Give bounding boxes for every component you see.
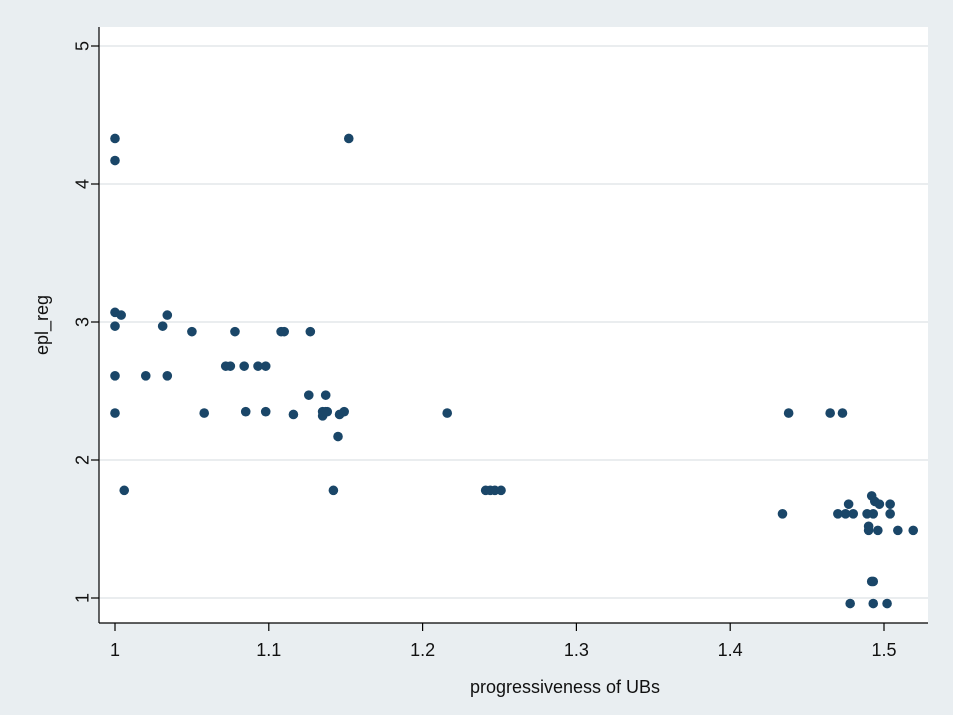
gridlines <box>99 45 928 599</box>
data-point <box>288 409 299 420</box>
x-tick-label: 1.4 <box>718 640 743 660</box>
x-tick-label: 1.5 <box>871 640 896 660</box>
data-point <box>140 371 151 381</box>
data-point <box>908 525 919 536</box>
data-point <box>333 431 343 442</box>
data-point <box>303 390 314 400</box>
data-point <box>110 371 120 381</box>
data-point <box>885 499 895 509</box>
data-point <box>322 406 333 417</box>
data-point <box>339 406 349 417</box>
data-point <box>260 361 271 371</box>
data-point <box>279 326 289 337</box>
data-point <box>874 499 885 509</box>
data-point <box>840 509 851 519</box>
data-point <box>225 361 236 371</box>
data-point <box>833 509 843 519</box>
data-point <box>157 321 168 331</box>
x-axis-ticks: 1 1.1 1.2 1.3 1.4 1.5 <box>110 623 897 660</box>
data-point <box>868 509 879 519</box>
x-tick-label: 1.2 <box>410 640 435 660</box>
data-point <box>320 390 331 400</box>
y-tick-label: 4 <box>72 179 92 189</box>
data-point <box>328 485 339 496</box>
data-point <box>253 361 263 371</box>
data-point <box>110 321 120 331</box>
data-point <box>119 485 130 496</box>
data-point <box>825 408 835 418</box>
x-tick-label: 1.1 <box>256 640 281 660</box>
data-point <box>199 408 210 418</box>
data-point <box>240 406 251 417</box>
plot-area <box>99 27 928 623</box>
x-tick-label: 1 <box>110 640 120 660</box>
data-point <box>116 310 126 320</box>
data-point <box>863 525 874 536</box>
data-point <box>343 133 354 144</box>
y-tick-label: 1 <box>72 593 92 603</box>
data-point <box>845 598 855 609</box>
data-point <box>110 133 120 144</box>
data-point <box>305 326 316 337</box>
data-point <box>893 525 903 536</box>
data-point <box>162 310 173 320</box>
data-point <box>162 371 173 381</box>
y-tick-label: 2 <box>72 455 92 465</box>
data-point <box>496 485 506 496</box>
y-axis-title: epl_reg <box>32 295 53 355</box>
data-point <box>777 509 788 519</box>
x-tick-label: 1.3 <box>564 640 589 660</box>
data-point <box>260 406 271 417</box>
data-points <box>110 133 919 609</box>
x-axis-title: progressiveness of UBs <box>470 677 660 697</box>
data-point <box>868 576 879 587</box>
data-point <box>442 408 453 418</box>
data-point <box>885 509 895 519</box>
data-point <box>230 326 240 337</box>
data-point <box>239 361 249 371</box>
data-point <box>843 499 854 509</box>
data-point <box>868 598 879 609</box>
y-tick-label: 5 <box>72 41 92 51</box>
data-point <box>783 408 794 418</box>
data-point <box>110 155 120 166</box>
data-point <box>848 509 859 519</box>
data-point <box>110 408 120 418</box>
y-tick-label: 3 <box>72 317 92 327</box>
y-axis-ticks: 1 2 3 4 5 <box>72 41 99 603</box>
data-point <box>873 525 883 536</box>
data-point <box>837 408 848 418</box>
data-point <box>187 326 197 337</box>
data-point <box>882 598 892 609</box>
